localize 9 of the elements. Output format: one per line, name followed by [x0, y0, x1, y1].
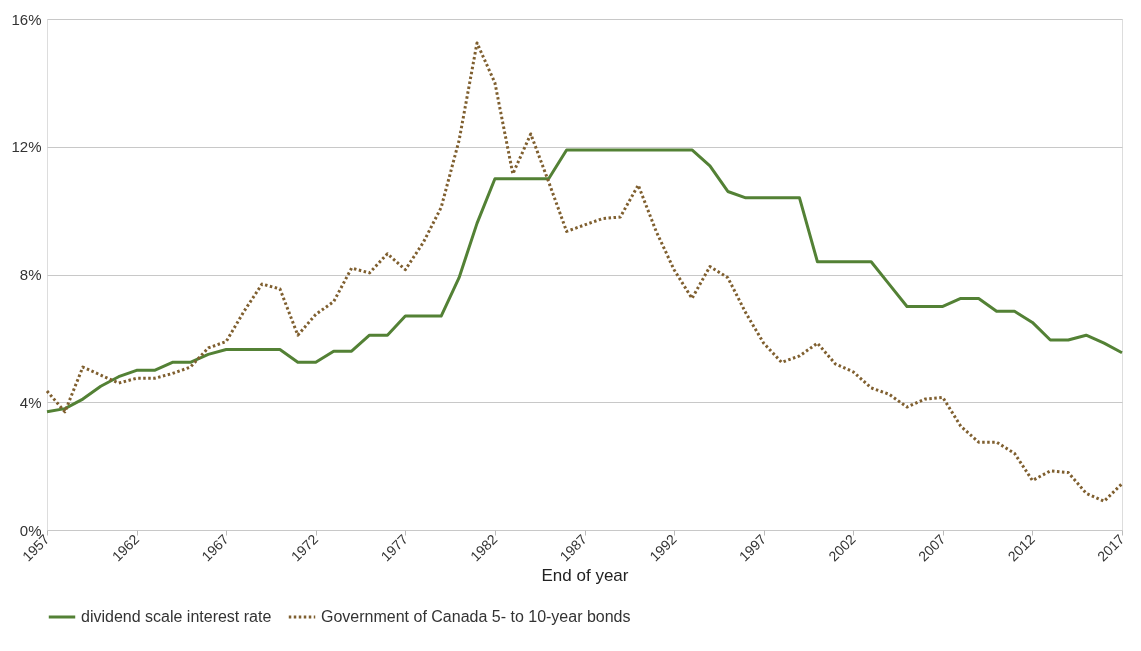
y-tick-label: 4% — [19, 393, 42, 411]
line-series — [45, 41, 1124, 503]
legend-label: dividend scale interest rate — [81, 608, 272, 625]
y-tick-label: 8% — [19, 266, 42, 283]
y-tick-label: 16% — [11, 10, 42, 28]
line-series — [45, 148, 1124, 414]
legend-label: Government of Canada 5- to 10-year bonds — [321, 608, 631, 625]
x-axis-title: End of year — [541, 566, 629, 586]
y-tick-label: 12% — [11, 138, 42, 156]
